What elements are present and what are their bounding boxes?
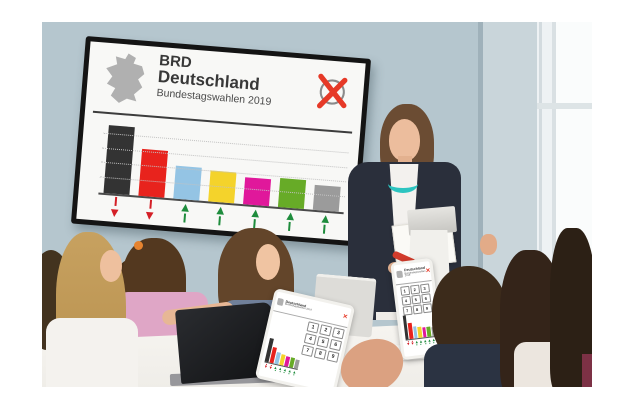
window-frame-horizontal (537, 103, 592, 109)
keypad-key-9: 9 (326, 350, 340, 363)
keypad-key-4: 4 (303, 333, 317, 346)
trend-up-arrow-icon: ▲ (177, 199, 192, 228)
wall-corner (478, 22, 483, 387)
teacher-face (389, 119, 420, 161)
keypad-key-6: 6 (420, 293, 431, 304)
bar-gruen (274, 133, 315, 210)
ballot-x-icon: ✕ (342, 313, 349, 321)
germany-map-icon (276, 297, 285, 307)
teacher-necklace (388, 174, 418, 193)
bar-magenta (239, 130, 280, 207)
keypad-key-7: 7 (301, 344, 315, 357)
trend-down-arrow-icon: ▼ (107, 195, 122, 222)
keypad-key-2: 2 (409, 284, 420, 295)
raised-hand (480, 234, 497, 255)
classroom-photo: BRD Deutschland Bundestagswahlen 2019 ▼ ▼… (42, 22, 592, 387)
keypad-key-6: 6 (329, 338, 343, 352)
student-right-edge-top (582, 354, 592, 387)
bar-schwarz (98, 119, 139, 196)
keypad-key-4: 4 (400, 295, 411, 306)
tablet-app-subtitle: Bundestagswahlen 2019 (404, 269, 426, 278)
keypad-key-1: 1 (306, 321, 320, 334)
chart-bar (293, 359, 300, 370)
window-frame-vertical (552, 22, 556, 387)
trend-up-arrow-icon: ▲ (292, 369, 298, 376)
chart-bar (313, 184, 342, 212)
trend-up-arrow-icon: ▲ (317, 210, 333, 239)
keypad-key-8: 8 (313, 347, 327, 360)
germany-map-icon (106, 53, 145, 103)
mini-bar-chart (402, 310, 436, 341)
keypad-key-1: 1 (399, 285, 410, 296)
keypad-key-3: 3 (419, 283, 430, 294)
keypad-key-3: 3 (331, 327, 345, 340)
trend-up-arrow-icon: ▲ (212, 202, 227, 231)
germany-map-icon (396, 270, 404, 279)
chart-bar (138, 149, 168, 198)
bar-hellblau (169, 124, 210, 201)
student-denim-face (256, 244, 280, 280)
ballot-x-icon: ✕ (425, 267, 431, 275)
keypad-key-5: 5 (316, 335, 330, 349)
student-blonde-shirt (46, 318, 138, 387)
bar-rot (134, 122, 175, 199)
trend-up-arrow-icon: ▲ (282, 207, 298, 236)
student-blonde-face (100, 250, 122, 282)
bar-gelb (204, 127, 245, 204)
hair-tie (134, 241, 143, 250)
mini-chart-wrap: ▼ ▼ ▲ ▲ ▲ ▲ ▲ (263, 336, 304, 376)
keypad-key-2: 2 (319, 324, 333, 337)
screen-header: BRD Deutschland Bundestagswahlen 2019 (85, 41, 365, 129)
ballot-x-icon (316, 73, 348, 109)
window-frame-vertical (539, 22, 542, 387)
keypad-key-5: 5 (410, 294, 421, 305)
chart-bar (243, 176, 272, 207)
presentation-screen: BRD Deutschland Bundestagswahlen 2019 ▼ ▼… (70, 36, 372, 247)
trend-down-arrow-icon: ▼ (142, 198, 157, 225)
